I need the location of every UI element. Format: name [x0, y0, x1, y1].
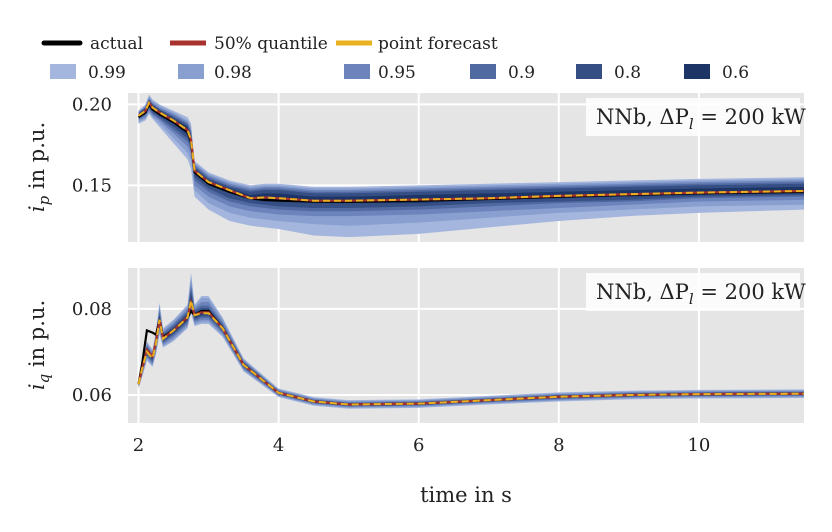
panel-bottom: 0.06 0.08 2 4 6 8 10 NNb, ΔPl = 200 kW iq in …: [25, 268, 806, 507]
top-ytick-label-0: 0.15: [72, 175, 112, 196]
legend-swatch-band-06: [684, 64, 710, 79]
annotation-prefix-bottom: NNb, ΔP: [596, 280, 689, 304]
legend-label-actual: actual: [90, 34, 143, 54]
legend-swatch-band-09: [470, 64, 496, 79]
bot-ytick-label-0: 0.06: [72, 385, 112, 406]
xtick-label-10: 10: [687, 435, 710, 456]
legend-label-band-095: 0.95: [378, 63, 416, 83]
top-ytick-label-1: 0.20: [72, 94, 112, 115]
legend-swatch-band-099: [50, 64, 76, 79]
annotation-sub-bottom: l: [689, 290, 694, 308]
annotation-prefix: NNb, ΔP: [596, 105, 689, 129]
bot-ytick-label-1: 0.08: [72, 299, 112, 320]
xtick-label-8: 8: [553, 435, 564, 456]
legend-swatch-band-095: [344, 64, 370, 79]
legend-label-band-09: 0.9: [508, 63, 535, 83]
panel-bottom-annotation: NNb, ΔPl = 200 kW: [586, 273, 806, 311]
annotation-suffix: = 200 kW: [694, 105, 806, 129]
panel-top: 0.15 0.20 NNb, ΔPl = 200 kW ip in p.u.: [25, 93, 806, 242]
bot-point-forecast-line: [137, 300, 805, 406]
annotation-suffix-bottom: = 200 kW: [694, 280, 806, 304]
legend-label-band-099: 0.99: [88, 63, 126, 83]
legend-label-band-098: 0.98: [214, 63, 252, 83]
svg-text:NNb, ΔPl = 200 kW: NNb, ΔPl = 200 kW: [596, 280, 806, 308]
legend-label-median: 50% quantile: [214, 34, 328, 54]
panel-bottom-ylabel: iq in p.u.: [25, 300, 53, 390]
svg-text:NNb, ΔPl = 200 kW: NNb, ΔPl = 200 kW: [596, 105, 806, 133]
legend-label-band-06: 0.6: [722, 63, 749, 83]
legend-swatch-band-098: [178, 64, 204, 79]
top-point-forecast-line: [137, 100, 805, 202]
annotation-sub: l: [689, 115, 694, 133]
legend: actual 50% quantile point forecast 0.99 …: [41, 34, 749, 83]
x-axis-label: time in s: [420, 483, 512, 507]
xtick-label-6: 6: [413, 435, 424, 456]
legend-swatch-band-08: [576, 64, 602, 79]
panel-top-ylabel: ip in p.u.: [25, 122, 53, 212]
panel-top-annotation: NNb, ΔPl = 200 kW: [586, 98, 806, 136]
legend-label-band-08: 0.8: [614, 63, 641, 83]
xtick-label-2: 2: [133, 435, 144, 456]
xtick-label-4: 4: [273, 435, 284, 456]
legend-label-point-forecast: point forecast: [378, 34, 498, 54]
